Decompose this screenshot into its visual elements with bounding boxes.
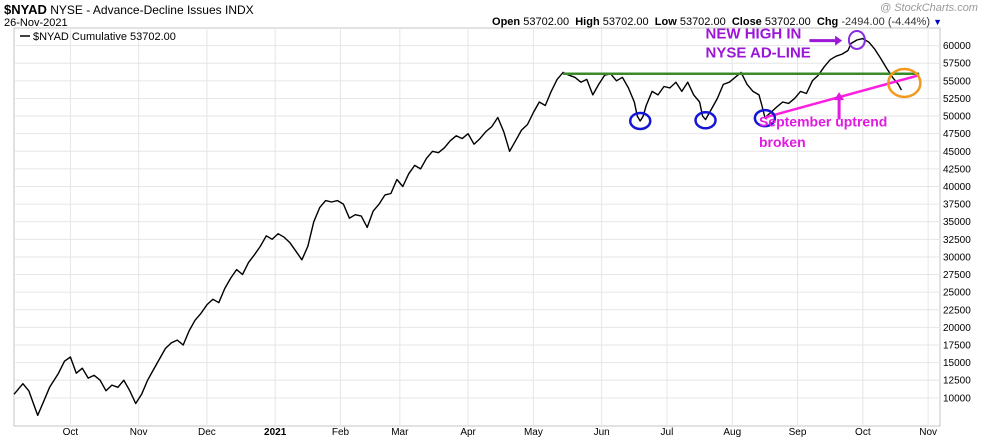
y-tick-label: 30000: [943, 252, 971, 263]
y-tick-label: 35000: [943, 217, 971, 228]
low-label: Low: [654, 16, 677, 28]
exchange: INDX: [224, 3, 254, 17]
low-circle-aug: [694, 111, 717, 130]
low-circle-sep: [753, 108, 777, 128]
x-tick-label: Nov: [130, 427, 148, 438]
y-tick-label: 57500: [943, 59, 971, 70]
new-high-text-line1: NEW HIGH IN: [706, 26, 802, 43]
new-high-arrowhead: [835, 35, 843, 46]
high-value: 53702.00: [602, 16, 649, 28]
grid: [14, 28, 940, 426]
x-tick-label: Apr: [460, 427, 476, 438]
uptrend-text-line2: broken: [759, 134, 806, 150]
y-tick-label: 12500: [943, 376, 971, 387]
legend-label: $NYAD Cumulative 53702.00: [33, 31, 176, 43]
y-tick-label: 50000: [943, 112, 971, 123]
y-tick-label: 47500: [943, 129, 971, 140]
symbol: $NYAD: [4, 2, 47, 17]
y-tick-label: 25000: [943, 288, 971, 299]
x-tick-label: Oct: [63, 427, 79, 438]
september-uptrend-line: [764, 73, 920, 119]
y-tick-label: 15000: [943, 358, 971, 369]
watermark: @ StockCharts.com: [880, 2, 978, 14]
x-tick-label: Jul: [661, 427, 674, 438]
x-axis: Oct Nov Dec 2021 Feb Mar Apr May Jun Jul Aug Sep Oct…: [63, 427, 937, 438]
y-tick-label: 20000: [943, 323, 971, 334]
chg-label: Chg: [816, 16, 839, 28]
y-tick-label: 40000: [943, 182, 971, 193]
y-tick-label: 27500: [943, 270, 971, 281]
new-high-circle: [847, 29, 866, 50]
new-high-text-line2: NYSE AD-LINE: [706, 45, 811, 62]
annotations: NEW HIGH IN NYSE AD-LINE September uptre…: [563, 26, 922, 150]
y-tick-label: 55000: [943, 76, 971, 87]
open-label: Open: [492, 16, 521, 28]
y-axis: 10000 12500 15000 17500 20000 22500 25000 27500…: [943, 41, 971, 404]
x-tick-label: May: [524, 427, 543, 438]
x-tick-label: Sep: [789, 427, 807, 438]
y-tick-label: 10000: [943, 393, 971, 404]
nyad-series-line: [13, 37, 903, 417]
uptrend-text-line1: September uptrend: [759, 113, 887, 129]
y-tick-label: 22500: [943, 305, 971, 316]
low-circle-jul: [628, 111, 652, 131]
x-tick-label: Jun: [594, 427, 610, 438]
plot-frame: [13, 27, 941, 427]
legend: $NYAD Cumulative 53702.00: [20, 31, 176, 43]
x-tick-label: Oct: [855, 427, 871, 438]
x-tick-label: Nov: [919, 427, 937, 438]
close-value: 53702.00: [764, 16, 811, 28]
chg-value: -2494.00 (-4.44%): [841, 16, 931, 28]
uptrend-arrowhead: [834, 92, 845, 101]
ohlc-readout: Open 53702.00 High 53702.00 Low 53702.00…: [492, 16, 942, 28]
x-tick-label: 2021: [264, 427, 287, 438]
open-value: 53702.00: [523, 16, 570, 28]
chart-header: $NYAD NYSE - Advance-Decline Issues INDX: [4, 2, 254, 17]
y-tick-label: 17500: [943, 340, 971, 351]
y-tick-label: 60000: [943, 41, 971, 52]
y-tick-label: 42500: [943, 164, 971, 175]
close-label: Close: [731, 16, 762, 28]
y-tick-label: 52500: [943, 94, 971, 105]
y-tick-label: 37500: [943, 200, 971, 211]
high-label: High: [575, 16, 600, 28]
x-tick-label: Aug: [723, 427, 741, 438]
low-value: 53702.00: [679, 16, 726, 28]
x-tick-label: Mar: [391, 427, 409, 438]
chart-date: 26-Nov-2021: [4, 17, 68, 29]
symbol-name: NYSE - Advance-Decline Issues: [50, 3, 222, 17]
x-tick-label: Feb: [332, 427, 350, 438]
x-tick-label: Dec: [198, 427, 216, 438]
y-tick-label: 45000: [943, 147, 971, 158]
chg-down-icon: ▼: [933, 17, 942, 27]
breakdown-circle: [887, 67, 922, 99]
y-tick-label: 32500: [943, 235, 971, 246]
